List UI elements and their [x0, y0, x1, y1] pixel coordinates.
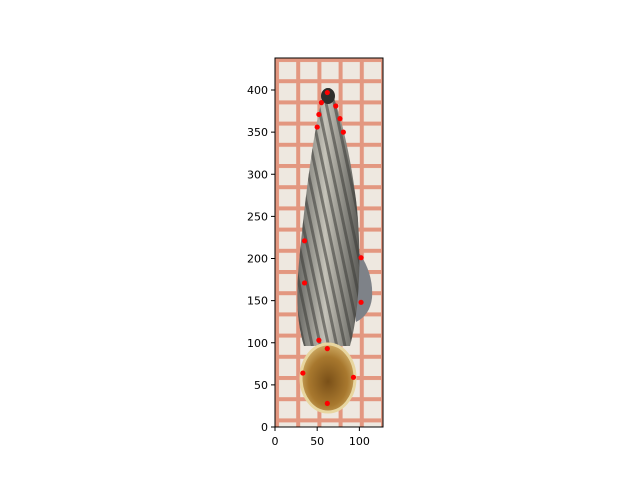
- photo-background: [275, 58, 383, 427]
- shell-ribs: [297, 88, 360, 346]
- y-tick-label: 50: [254, 379, 268, 392]
- scatter-point-7: [340, 129, 346, 135]
- y-tick-label: 100: [247, 337, 268, 350]
- y-tick-label: 150: [247, 295, 268, 308]
- shell-apex: [321, 88, 335, 104]
- y-tick-label: 250: [247, 210, 268, 223]
- scatter-points: [300, 89, 364, 407]
- scatter-point-9: [358, 255, 364, 261]
- scatter-point-12: [316, 337, 322, 343]
- scatter-point-5: [337, 116, 343, 122]
- scatter-point-14: [300, 370, 306, 376]
- y-tick-label: 400: [247, 84, 268, 97]
- scatter-point-4: [316, 111, 322, 118]
- scatter-point-13: [324, 346, 330, 352]
- y-axis: 0 50 100 150 200 250 300 350 400: [247, 84, 275, 434]
- scatter-point-1: [324, 89, 330, 96]
- scatter-point-3: [333, 103, 339, 109]
- axes-frame: [274, 57, 384, 428]
- y-tick-label: 200: [247, 253, 268, 266]
- scatter-point-6: [314, 124, 320, 130]
- scatter-point-8: [301, 238, 308, 244]
- scatter-point-16: [324, 400, 330, 407]
- y-tick-label: 350: [247, 126, 268, 139]
- x-tick-label: 0: [272, 435, 279, 448]
- x-tick-label: 50: [310, 435, 324, 448]
- scatter-point-15: [350, 374, 357, 380]
- scatter-point-2: [318, 100, 325, 106]
- scatter-point-10: [301, 280, 308, 286]
- x-axis: 0 50 100: [272, 427, 370, 448]
- scatter-point-11: [358, 299, 364, 305]
- x-tick-label: 100: [349, 435, 370, 448]
- y-tick-label: 0: [261, 421, 268, 434]
- y-tick-label: 300: [247, 168, 268, 181]
